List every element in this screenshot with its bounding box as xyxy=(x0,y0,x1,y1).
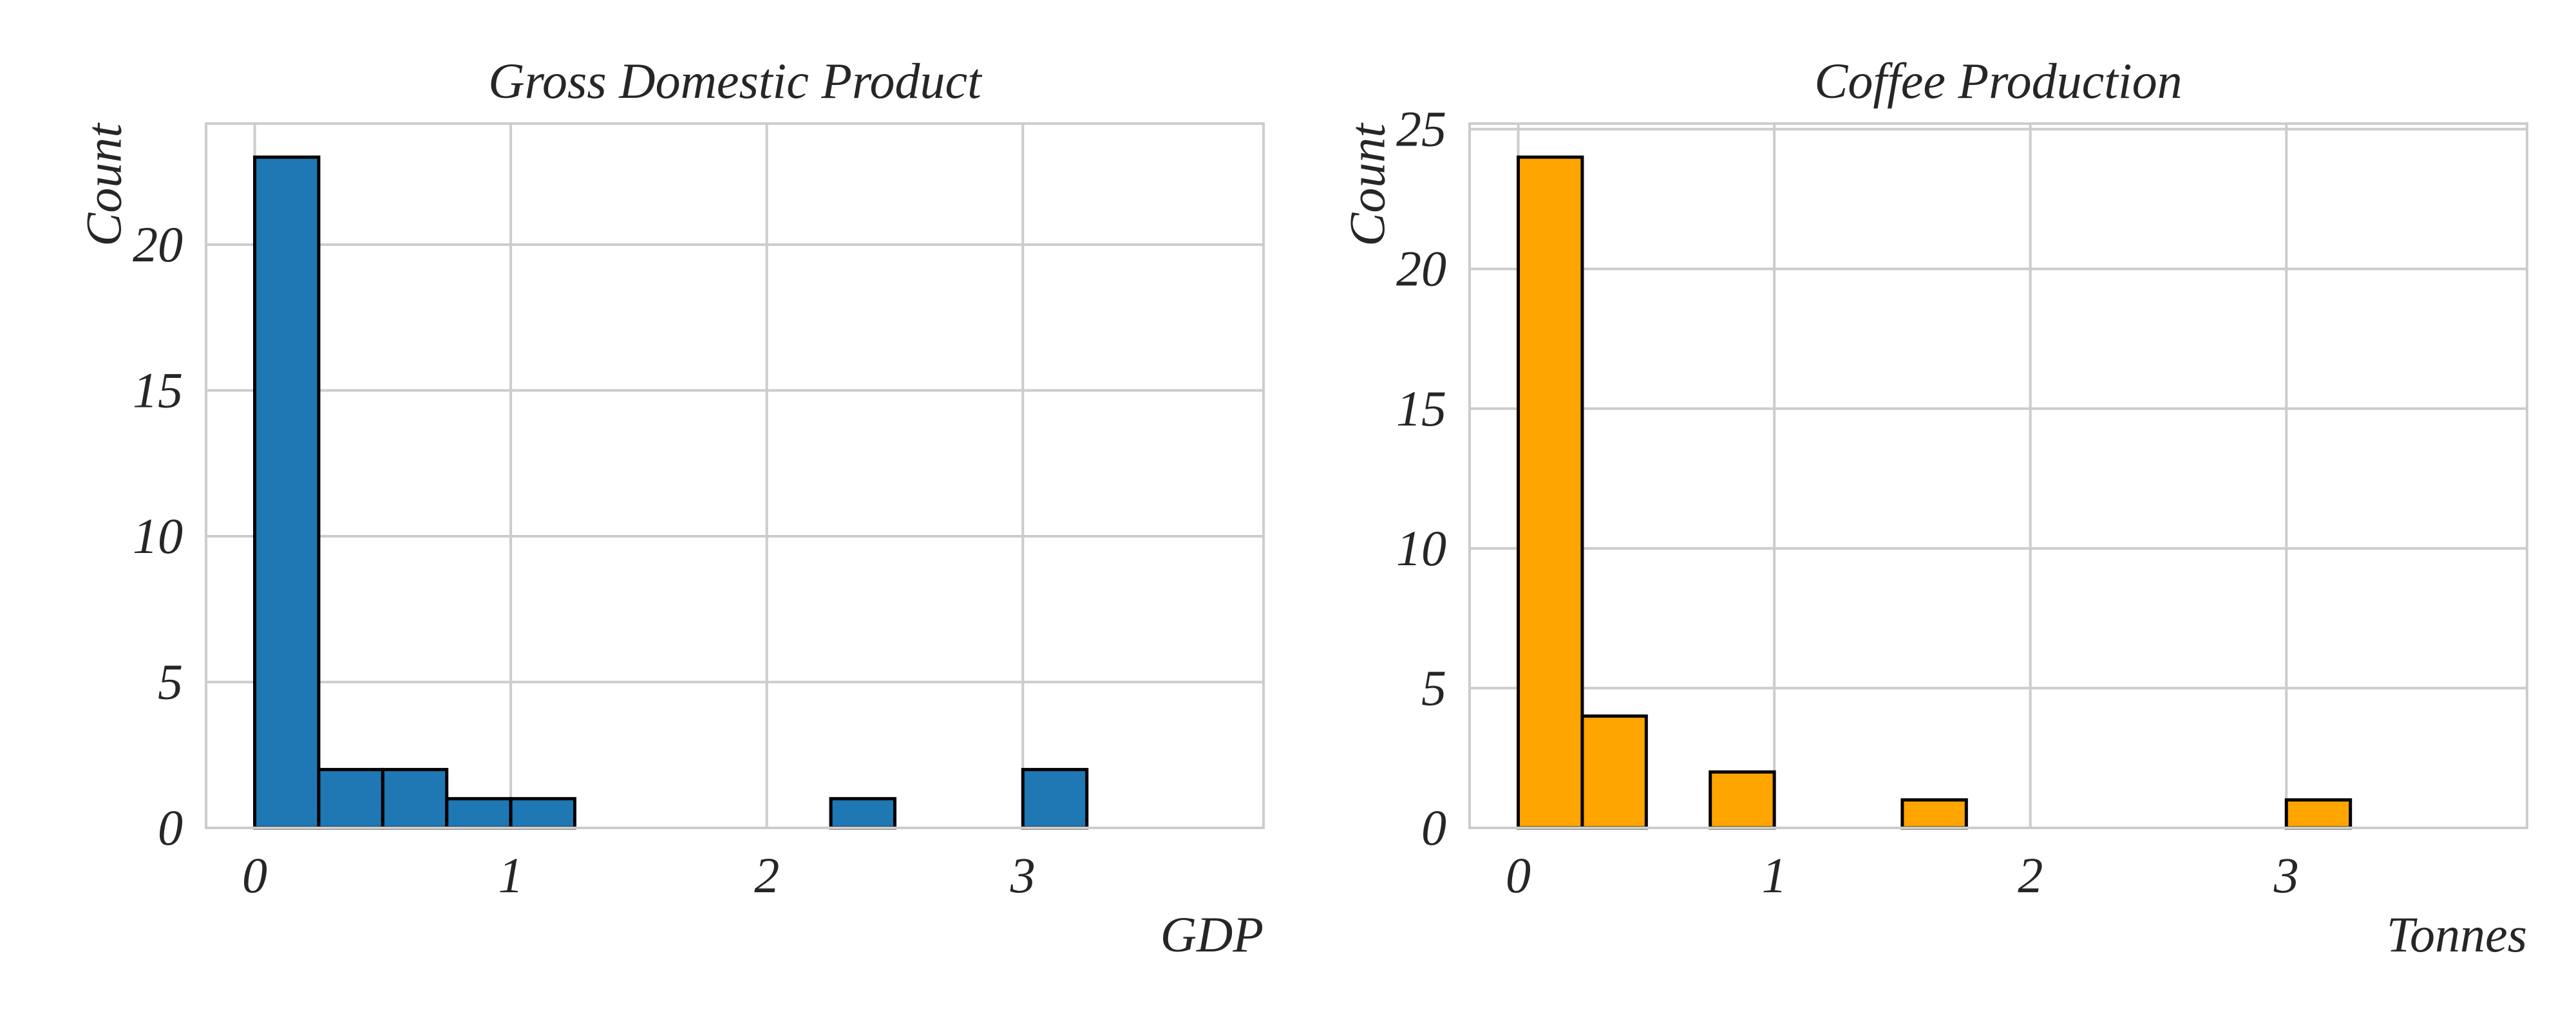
gdp-x-tick-labels: 0 1 2 3 xyxy=(242,847,1036,903)
coffee-y-tick-label: 25 xyxy=(1396,101,1446,157)
gdp-bar xyxy=(829,797,896,830)
gdp-bar xyxy=(445,797,513,830)
coffee-y-tick-label: 0 xyxy=(1421,800,1446,856)
gdp-bar xyxy=(509,797,577,830)
gdp-chart-title: Gross Domestic Product xyxy=(488,53,983,109)
coffee-plot-frame xyxy=(1468,122,2528,829)
coffee-bar xyxy=(2284,798,2353,830)
gdp-y-tick-labels: 0 5 10 15 20 xyxy=(133,216,183,856)
coffee-x-tick-label: 1 xyxy=(1762,847,1787,903)
gdp-bar xyxy=(1021,767,1089,830)
gdp-y-tick-label: 5 xyxy=(158,653,183,709)
coffee-y-tick-label: 20 xyxy=(1396,241,1446,297)
coffee-bar xyxy=(1709,770,1776,830)
gdp-x-tick-label: 0 xyxy=(242,847,267,903)
gdp-y-tick-label: 10 xyxy=(133,508,183,564)
coffee-bar xyxy=(1517,155,1584,830)
coffee-y-tick-label: 10 xyxy=(1396,520,1446,576)
coffee-histogram-panel: 0 1 2 3 0 5 10 15 20 25 Coffee Production Tonnes… xyxy=(1339,53,2528,962)
coffee-x-tick-label: 0 xyxy=(1506,847,1531,903)
gdp-x-tick-label: 1 xyxy=(498,847,524,903)
gdp-bar xyxy=(381,767,449,830)
coffee-y-tick-label: 15 xyxy=(1396,380,1446,436)
gdp-y-tick-label: 0 xyxy=(158,800,183,856)
gdp-x-axis-label: GDP xyxy=(1160,906,1264,962)
gdp-plot-frame xyxy=(205,122,1265,829)
gdp-y-tick-label: 15 xyxy=(133,362,183,418)
coffee-x-tick-label: 2 xyxy=(2018,847,2043,903)
gdp-y-axis-label: Count xyxy=(75,122,131,247)
coffee-x-tick-labels: 0 1 2 3 xyxy=(1506,847,2299,903)
coffee-bar xyxy=(1900,798,1968,830)
coffee-y-axis-label: Count xyxy=(1339,122,1395,247)
coffee-bar xyxy=(1580,714,1648,830)
gdp-bars xyxy=(253,155,1089,830)
gdp-y-tick-label: 20 xyxy=(133,216,183,272)
coffee-x-axis-label: Tonnes xyxy=(2387,906,2527,962)
gdp-bar xyxy=(253,155,321,830)
coffee-bars xyxy=(1517,155,2353,830)
gdp-x-tick-label: 3 xyxy=(1010,847,1036,903)
coffee-chart-title: Coffee Production xyxy=(1814,53,2182,109)
gdp-histogram-panel: 0 1 2 3 0 5 10 15 20 Gross Domestic Product GDP… xyxy=(75,53,1265,962)
coffee-y-tick-labels: 0 5 10 15 20 25 xyxy=(1396,101,1446,856)
coffee-y-tick-label: 5 xyxy=(1421,660,1446,716)
gdp-bar xyxy=(317,767,384,830)
coffee-x-tick-label: 3 xyxy=(2273,847,2299,903)
gdp-x-tick-label: 2 xyxy=(754,847,779,903)
